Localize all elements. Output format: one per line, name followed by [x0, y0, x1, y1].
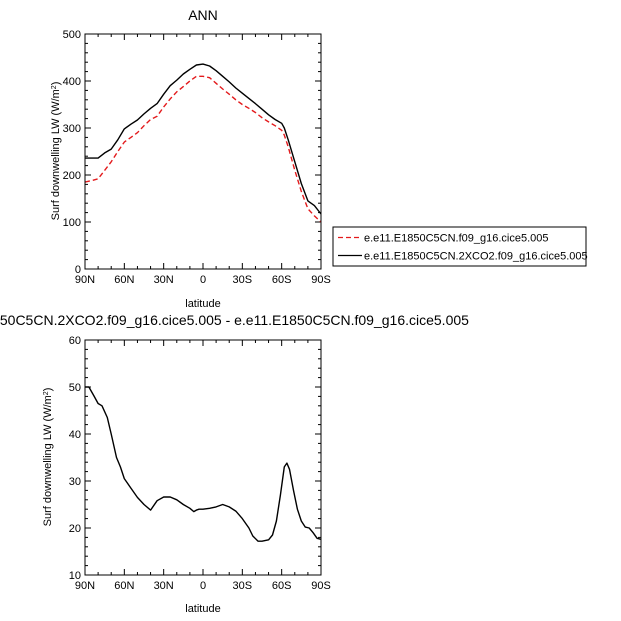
legend-box [332, 226, 587, 267]
top-x-tick-labels: 90N 60N 30N 0 30S 60S 90S [75, 274, 331, 286]
bottom-x-axis-label: latitude [185, 603, 220, 615]
top-y-tick-label: 100 [63, 217, 81, 229]
legend-label-2xco2: e.e11.E1850C5CN.2XCO2.f09_g16.cice5.005 [364, 251, 588, 263]
top-y-tick-label: 200 [63, 170, 81, 182]
top-x-tick-label: 60N [114, 274, 134, 286]
bottom-x-tick-label: 30N [154, 580, 174, 592]
top-y-tick-label: 500 [63, 29, 81, 41]
bottom-y-tick-label: 30 [69, 476, 81, 488]
bottom-x-tick-label: 90S [311, 580, 331, 592]
top-panel: ANN 90N 60N 30N 0 30S 60S 90S 0 100 200 300 400 500… [50, 7, 331, 310]
bottom-y-tick-label: 20 [69, 523, 81, 535]
bottom-series [85, 386, 322, 542]
top-grid-ticks [84, 33, 322, 270]
top-plot-frame [84, 33, 322, 270]
bottom-x-tick-label: 0 [200, 580, 206, 592]
bottom-y-tick-label: 60 [69, 335, 81, 347]
bottom-plot-frame [84, 339, 322, 576]
legend-label-control: e.e11.E1850C5CN.f09_g16.cice5.005 [364, 233, 549, 245]
top-x-tick-label: 30N [154, 274, 174, 286]
top-x-tick-label: 60S [272, 274, 292, 286]
top-y-tick-label: 0 [75, 264, 81, 276]
bottom-x-tick-label: 60S [272, 580, 292, 592]
bottom-y-tick-labels: 10 20 30 40 50 60 [69, 335, 81, 582]
top-y-tick-label: 400 [63, 76, 81, 88]
top-series-line-0 [84, 75, 322, 223]
bottom-x-tick-label: 30S [233, 580, 253, 592]
bottom-x-tick-labels: 90N 60N 30N 0 30S 60S 90S [75, 580, 331, 592]
top-y-tick-labels: 0 100 200 300 400 500 [63, 29, 81, 276]
top-series [84, 63, 322, 223]
top-series-line-1 [85, 63, 322, 215]
top-y-tick-label: 300 [63, 123, 81, 135]
bottom-panel: e.e11.E1850C5CN.2XCO2.f09_g16.cice5.005 … [0, 312, 469, 615]
bottom-y-tick-label: 10 [69, 570, 81, 582]
bottom-x-tick-label: 60N [114, 580, 134, 592]
bottom-series-line-0 [85, 386, 322, 542]
top-x-tick-label: 30S [233, 274, 253, 286]
bottom-y-tick-label: 50 [69, 382, 81, 394]
top-title: ANN [188, 7, 218, 23]
bottom-grid-ticks [84, 339, 322, 576]
top-x-tick-label: 0 [200, 274, 206, 286]
bottom-y-tick-label: 40 [69, 429, 81, 441]
bottom-y-axis-label: Surf downwelling LW (W/m2) [42, 388, 54, 527]
legend: e.e11.E1850C5CN.f09_g16.cice5.005 e.e11.… [332, 226, 588, 267]
bottom-title: e.e11.E1850C5CN.2XCO2.f09_g16.cice5.005 … [0, 312, 469, 328]
top-x-axis-label: latitude [185, 298, 220, 310]
top-x-tick-label: 90S [311, 274, 331, 286]
bottom-x-tick-label: 90N [75, 580, 95, 592]
top-y-axis-label: Surf downwelling LW (W/m2) [50, 82, 62, 221]
top-x-tick-label: 90N [75, 274, 95, 286]
